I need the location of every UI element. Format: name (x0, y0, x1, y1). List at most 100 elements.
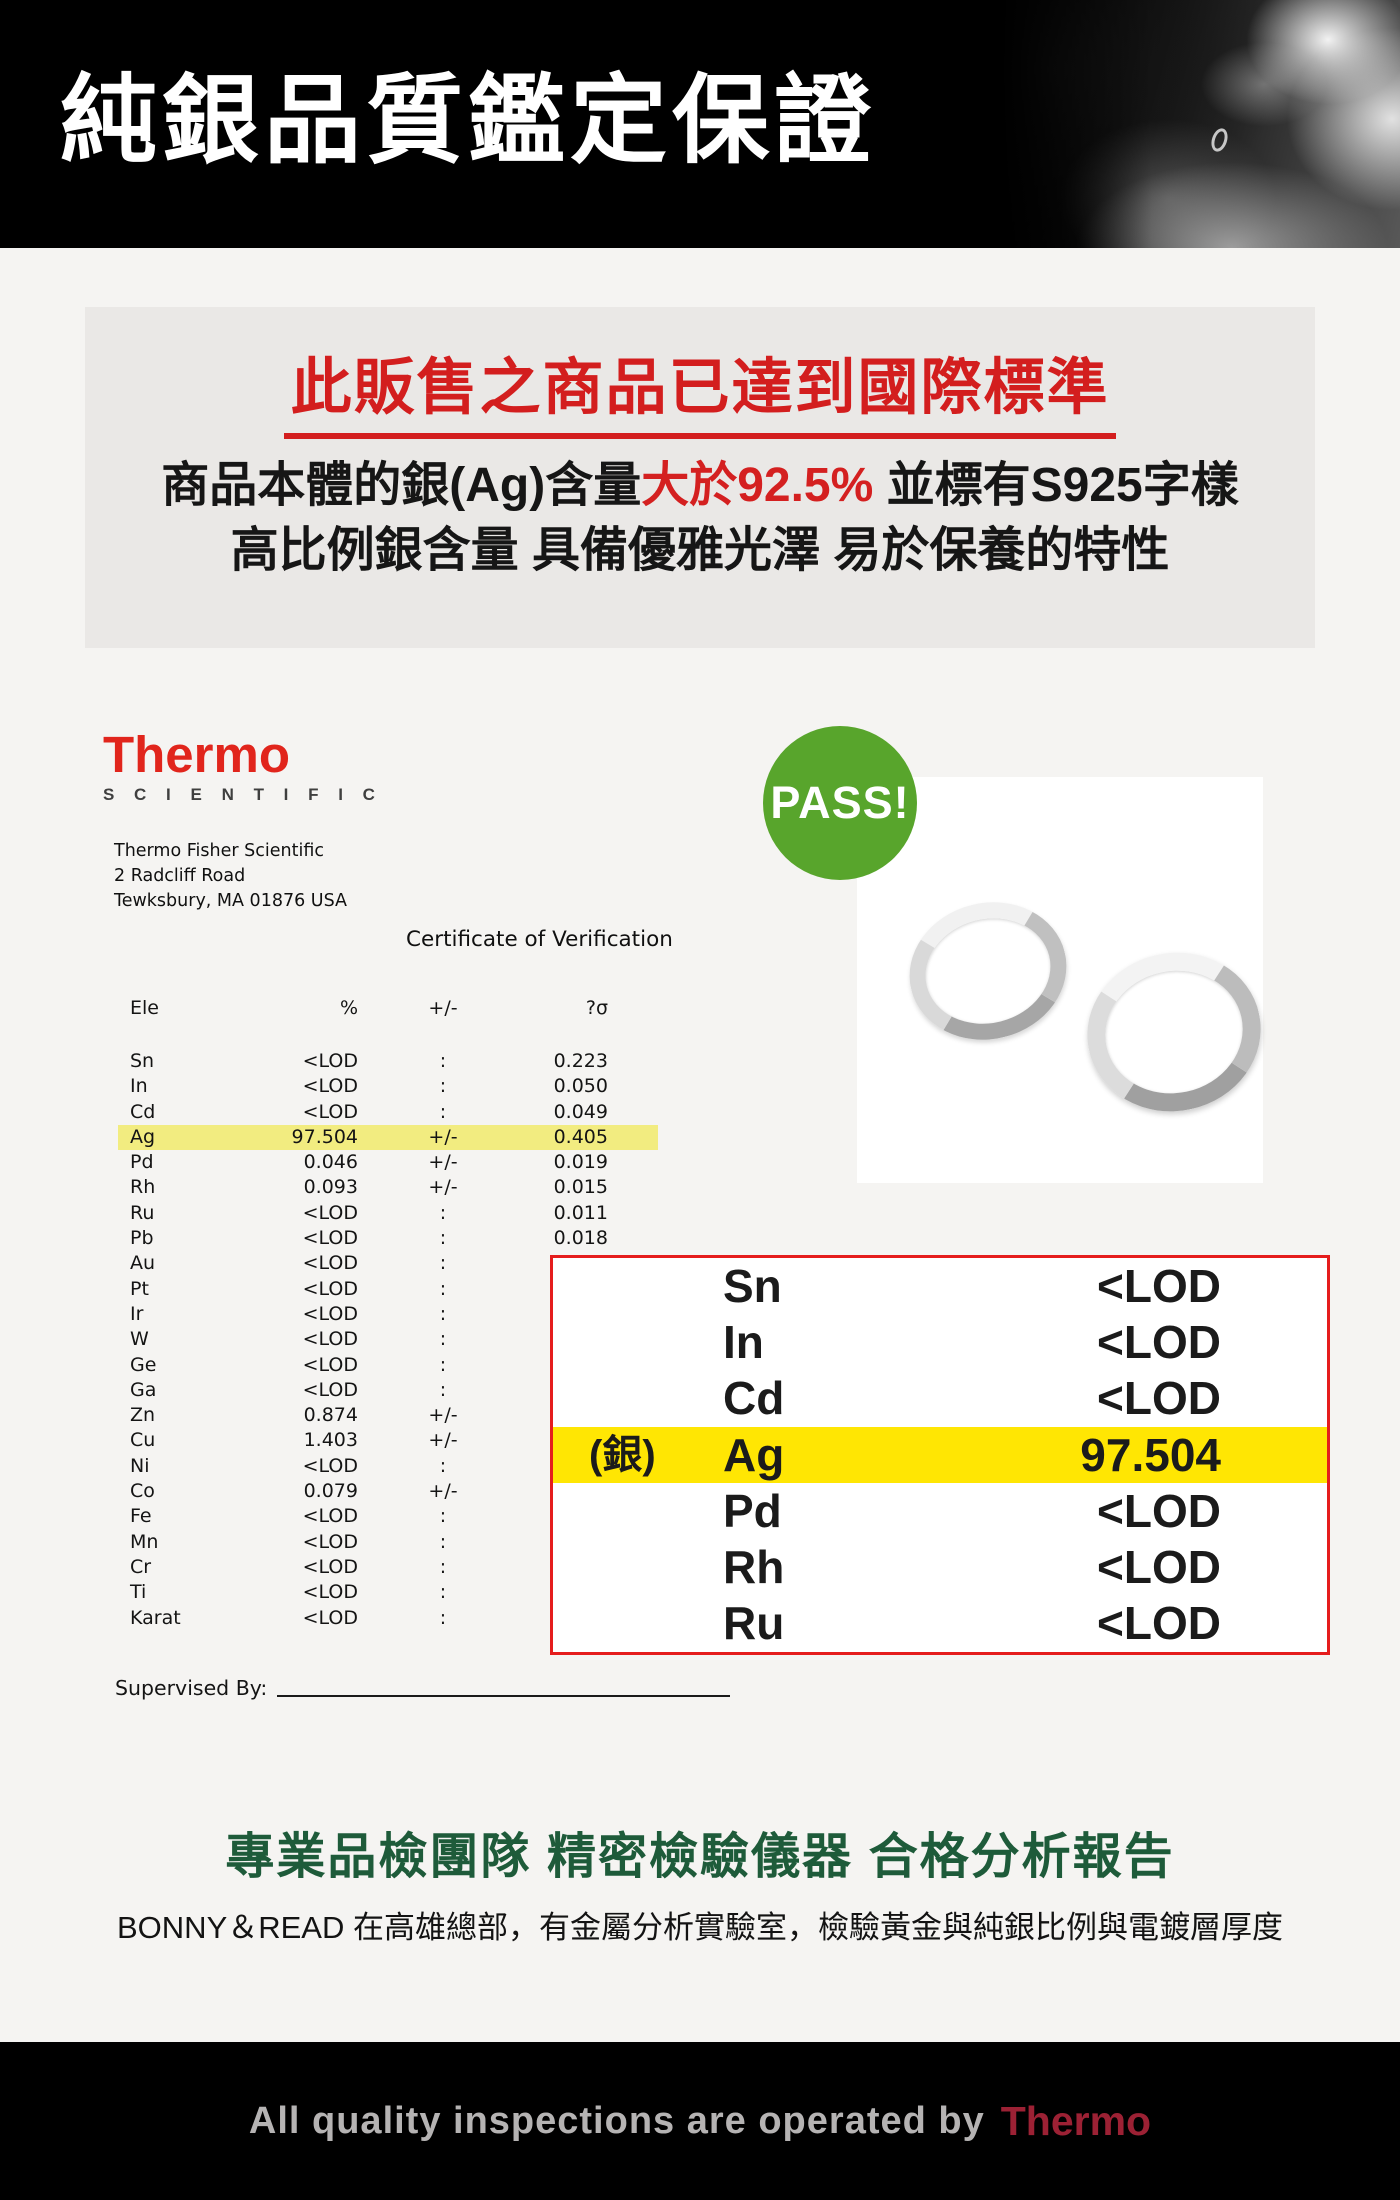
element-sigma: 0.405 (553, 1125, 608, 1148)
magnified-row: Ru <LOD (553, 1595, 1327, 1651)
magnified-row: (銀) Ag 97.504 (553, 1426, 1327, 1483)
table-row: Cr <LOD : (118, 1555, 658, 1580)
element-symbol: Mn (130, 1530, 159, 1553)
element-percent: <LOD (302, 1075, 358, 1098)
element-symbol: Pt (130, 1277, 149, 1300)
element-percent: <LOD (302, 1201, 358, 1224)
element-value: <LOD (1097, 1540, 1221, 1593)
element-percent: <LOD (302, 1100, 358, 1123)
magnified-row: Pd <LOD (553, 1483, 1327, 1539)
footer-statement: All quality inspections are operated by (248, 2099, 985, 2142)
earring-detail (1208, 126, 1231, 154)
element-tolerance-sign: +/- (428, 1176, 458, 1199)
element-tolerance-sign: : (439, 1606, 447, 1629)
element-percent: 1.403 (303, 1429, 358, 1452)
intro-line2-red-highlight: 大於92.5% (641, 459, 874, 512)
element-tolerance-sign: : (439, 1075, 447, 1098)
element-symbol: Pd (723, 1484, 782, 1537)
element-symbol: Sn (130, 1050, 155, 1072)
intro-line2-post: 並標有S925字樣 (873, 459, 1239, 512)
intro-title: 此販售之商品已達到國際標準 (284, 357, 1116, 439)
element-value: <LOD (1097, 1597, 1221, 1650)
address-line: Tewksbury, MA 01876 USA (114, 891, 348, 911)
element-value: 97.504 (1080, 1428, 1221, 1481)
magnified-row: Cd <LOD (553, 1370, 1327, 1426)
element-sigma: 0.223 (553, 1050, 608, 1072)
table-row: Pd 0.046 +/- 0.019 (118, 1150, 658, 1175)
element-sigma: 0.019 (553, 1151, 608, 1174)
element-symbol: Zn (130, 1404, 156, 1427)
table-row: Co 0.079 +/- (118, 1479, 658, 1504)
element-tolerance-sign: : (439, 1328, 447, 1351)
table-row: Pb <LOD : 0.018 (118, 1226, 658, 1251)
element-percent: 0.093 (303, 1176, 358, 1199)
table-row: Cd <LOD : 0.049 (118, 1100, 658, 1125)
assay-table-header: Ele % +/- ?σ (118, 995, 658, 1021)
table-row: Ge <LOD : (118, 1353, 658, 1378)
element-tolerance-sign: : (439, 1227, 447, 1250)
element-tolerance-sign: : (439, 1454, 447, 1477)
table-row: Ti <LOD : (118, 1580, 658, 1605)
footer-bar: All quality inspections are operated by … (0, 2042, 1400, 2200)
page-title: 純銀品質鑑定保證 (60, 66, 876, 175)
element-percent: 0.079 (303, 1480, 358, 1503)
element-percent: <LOD (302, 1252, 358, 1275)
element-percent: <LOD (302, 1454, 358, 1477)
table-row: Karat <LOD : (118, 1606, 658, 1631)
element-tolerance-sign: : (439, 1581, 447, 1604)
magnified-result-panel: Sn <LOD In <LOD Cd <LOD (銀) Ag 97.504 (550, 1255, 1330, 1655)
quality-claims-subtext: BONNY＆READ 在高雄總部，有金屬分析實驗室，檢驗黃金與純銀比例與電鍍層厚… (117, 1910, 1283, 1945)
element-percent: <LOD (302, 1227, 358, 1250)
table-row: Fe <LOD : (118, 1504, 658, 1529)
element-symbol: Ir (130, 1302, 144, 1325)
column-header-percent: % (339, 997, 358, 1019)
intro-line2-pre: 商品本體的銀(Ag)含量 (161, 459, 642, 512)
thermo-logo-wordmark: Thermo (103, 726, 291, 783)
supervised-by: Supervised By: (115, 1676, 730, 1700)
element-symbol: Pb (130, 1227, 154, 1250)
element-symbol: Fe (130, 1505, 152, 1528)
element-tolerance-sign: : (439, 1530, 447, 1553)
element-symbol: In (130, 1075, 148, 1098)
element-tolerance-sign: : (439, 1378, 447, 1401)
element-symbol: Ti (130, 1581, 147, 1604)
element-sigma: 0.015 (553, 1176, 608, 1199)
table-row: Rh 0.093 +/- 0.015 (118, 1175, 658, 1200)
certificate-title: Certificate of Verification (406, 927, 673, 952)
element-symbol: Pd (130, 1151, 154, 1174)
table-row: Cu 1.403 +/- (118, 1428, 658, 1453)
column-header-ele: Ele (130, 997, 159, 1019)
element-tolerance-sign: +/- (428, 1404, 458, 1427)
element-percent: 0.874 (303, 1404, 358, 1427)
element-symbol: Ag (723, 1428, 785, 1481)
model-photo (1000, 0, 1400, 248)
table-row: Sn <LOD : 0.223 (118, 1049, 658, 1074)
element-tolerance-sign: +/- (428, 1480, 458, 1503)
element-value: <LOD (1097, 1372, 1221, 1425)
table-row: Pt <LOD : (118, 1277, 658, 1302)
table-row: W <LOD : (118, 1327, 658, 1352)
element-symbol: Ni (130, 1454, 150, 1477)
element-percent: <LOD (302, 1581, 358, 1604)
element-percent: <LOD (302, 1505, 358, 1528)
table-row: Zn 0.874 +/- (118, 1403, 658, 1428)
element-tolerance-sign: : (439, 1505, 447, 1528)
address-line: Thermo Fisher Scientific (114, 841, 324, 861)
magnified-row: Rh <LOD (553, 1539, 1327, 1595)
element-symbol: W (130, 1328, 149, 1351)
table-row: Ga <LOD : (118, 1378, 658, 1403)
silver-ring-right (1072, 936, 1276, 1128)
product-photo-rings (857, 777, 1276, 1183)
assay-results-table: Ele % +/- ?σ Sn <LOD : 0.223 In <LOD : 0… (118, 995, 658, 1631)
signature-line (277, 1695, 730, 1697)
element-symbol: Cd (130, 1100, 156, 1123)
element-symbol: Rh (130, 1176, 156, 1199)
element-percent: <LOD (302, 1555, 358, 1578)
element-sigma: 0.011 (553, 1201, 608, 1224)
element-value: <LOD (1097, 1316, 1221, 1369)
element-tolerance-sign: : (439, 1050, 447, 1072)
table-row: Ag 97.504 +/- 0.405 (118, 1124, 658, 1151)
column-header-sigma: ?σ (585, 997, 608, 1019)
element-symbol: Ru (723, 1597, 785, 1650)
